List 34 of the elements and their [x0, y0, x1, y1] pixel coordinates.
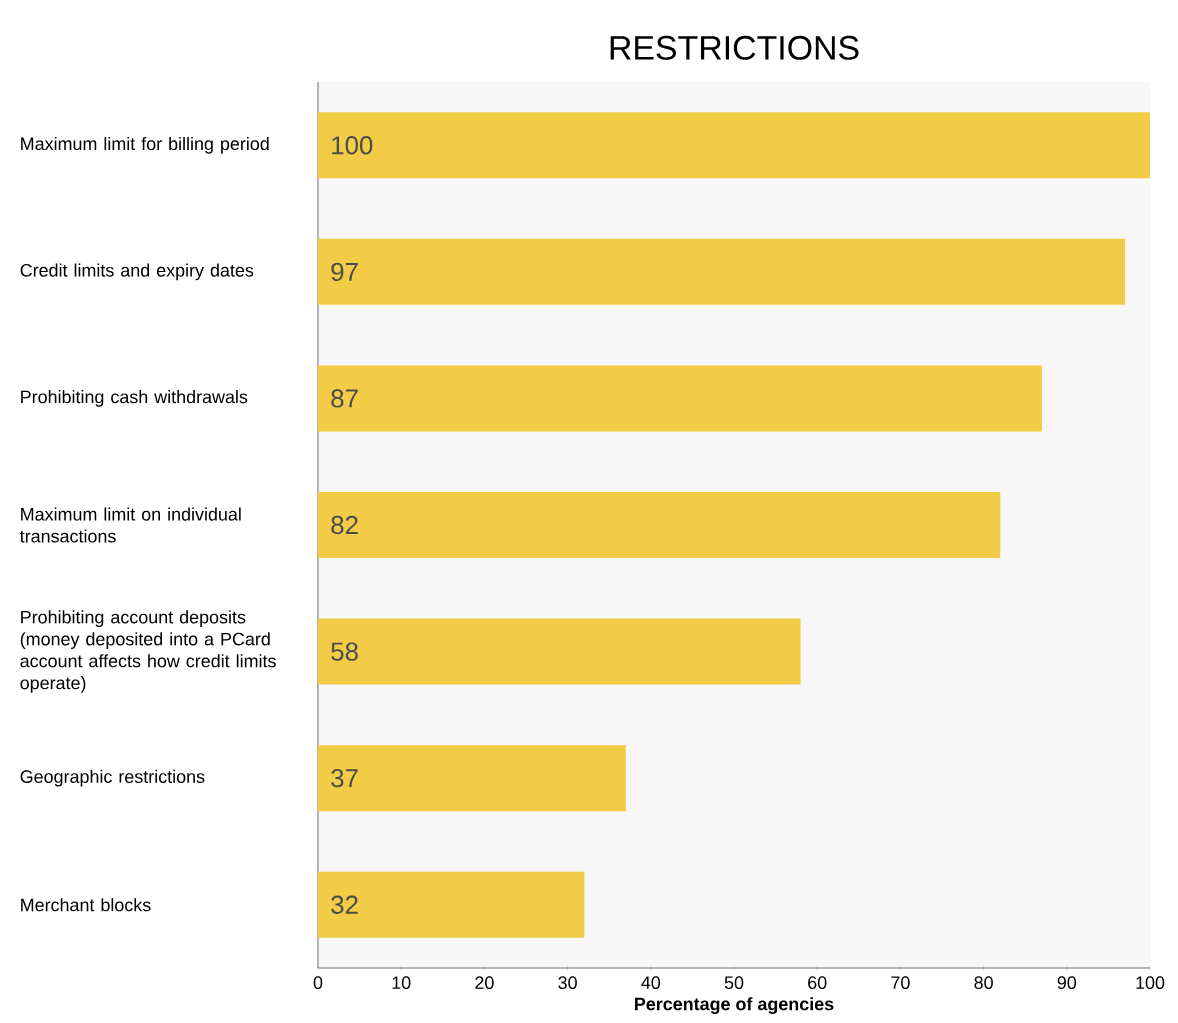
- x-tick-label: 90: [1057, 976, 1077, 990]
- y-tick-label: Credit limits and expiry dates: [20, 263, 254, 281]
- x-axis-title: Percentage of agencies: [635, 997, 834, 1014]
- bar: [318, 618, 801, 685]
- data-label: 82: [331, 515, 358, 535]
- bar: [318, 365, 1042, 432]
- data-label: 32: [331, 895, 358, 914]
- x-tick-label: 30: [558, 976, 577, 990]
- y-tick-label: Maximum limit on individual transactions: [19, 507, 241, 543]
- bar: [318, 871, 585, 938]
- y-tick-label: Maximum limit for billing period: [21, 136, 269, 154]
- chart-title: RESTRICTIONS: [610, 35, 859, 60]
- y-tick-label: Geographic restrictions: [20, 769, 205, 787]
- data-label: 58: [331, 642, 358, 661]
- x-tick-label: 0: [313, 976, 323, 990]
- x-tick-label: 50: [724, 976, 744, 990]
- x-tick-label: 60: [808, 976, 827, 990]
- y-tick-label: Prohibiting cash withdrawals: [21, 390, 248, 407]
- y-tick-label: Prohibiting account deposits (money deposited into a PCard account affects how credit limits operate): [20, 610, 276, 693]
- bar: [318, 112, 1151, 179]
- bar: [318, 238, 1126, 305]
- y-tick-label: Merchant blocks: [21, 898, 151, 912]
- x-tick-label: 20: [475, 976, 494, 990]
- bar: [318, 492, 1001, 559]
- bar: [318, 745, 626, 812]
- data-label: 97: [331, 262, 358, 282]
- x-tick-label: 100: [1136, 976, 1165, 990]
- x-tick-label: 40: [641, 976, 661, 990]
- x-tick-label: 80: [974, 976, 993, 990]
- data-label: 100: [332, 136, 373, 155]
- data-label: 87: [331, 389, 358, 408]
- x-tick-label: 70: [891, 976, 910, 990]
- data-label: 37: [331, 768, 358, 788]
- x-tick-label: 10: [392, 976, 411, 990]
